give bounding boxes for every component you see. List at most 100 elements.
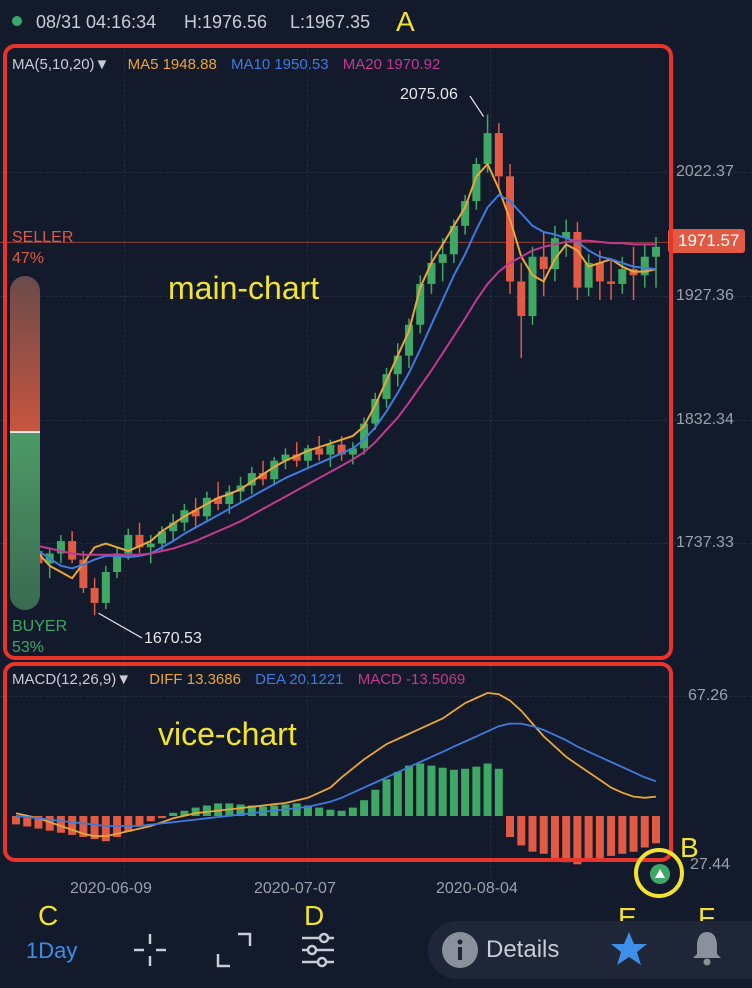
candle-body xyxy=(371,398,380,424)
gridline xyxy=(124,44,125,878)
macd-bar xyxy=(326,809,335,816)
macd-bar xyxy=(539,816,548,854)
bell-icon[interactable] xyxy=(690,928,724,968)
macd-bar xyxy=(494,768,503,816)
candle-body xyxy=(214,497,223,504)
macd-bar xyxy=(382,779,391,816)
main-chart-highlight xyxy=(3,44,673,660)
macd-value: MACD -13.5069 xyxy=(357,671,466,688)
candle-body xyxy=(360,423,369,449)
gridline xyxy=(0,543,752,544)
candle-body xyxy=(404,324,413,356)
candle-body xyxy=(607,281,616,284)
candle-body xyxy=(157,531,166,544)
macd-bar xyxy=(629,816,638,852)
gridline xyxy=(0,172,752,173)
macd-bar xyxy=(461,768,470,816)
marker-d: D xyxy=(304,900,325,931)
macd-bar xyxy=(618,816,627,854)
macd-bar xyxy=(393,771,402,816)
macd-bar xyxy=(371,789,380,816)
candle-body xyxy=(90,588,99,603)
buyer-percent: 53% xyxy=(12,639,45,656)
candle-body xyxy=(595,262,604,282)
candle-body xyxy=(550,238,559,270)
candle-body xyxy=(146,543,155,548)
y-axis-label: 1832.34 xyxy=(676,411,734,428)
macd-bar xyxy=(483,763,492,816)
macd-bar xyxy=(124,816,133,832)
indicator-selector[interactable]: MA(5,10,20)▼ xyxy=(12,56,109,73)
candle-body xyxy=(640,256,649,276)
sliders-icon[interactable] xyxy=(300,930,336,970)
candle-body xyxy=(270,460,279,480)
candle-body xyxy=(652,246,660,257)
expand-button[interactable] xyxy=(650,864,670,884)
ma10-value: MA10 1950.53 xyxy=(230,56,329,73)
candle-body xyxy=(618,269,627,284)
current-price: 1971.57 xyxy=(678,231,740,250)
macd-bar xyxy=(157,816,166,819)
info-icon[interactable] xyxy=(442,932,478,968)
vice-indicator-selector[interactable]: MACD(12,26,9)▼ xyxy=(12,671,131,688)
candle-body xyxy=(68,541,77,560)
y-axis-label: 2022.37 xyxy=(676,163,734,180)
details-button[interactable]: Details xyxy=(486,936,560,963)
crosshair-icon[interactable] xyxy=(132,932,168,968)
macd-bar xyxy=(517,816,526,846)
candle-body xyxy=(382,374,391,399)
gridline xyxy=(0,296,752,297)
current-price-tag: 1971.57 xyxy=(668,229,746,253)
x-axis-label: 2020-08-04 xyxy=(436,880,518,897)
candle-body xyxy=(281,454,290,461)
candle-body xyxy=(191,510,200,517)
candle-body xyxy=(337,444,346,455)
macd-bar xyxy=(56,816,65,833)
expand-button-highlight xyxy=(634,848,684,898)
candle-body xyxy=(517,281,526,317)
candle-body xyxy=(539,256,548,270)
candle-body xyxy=(292,454,301,461)
diff-line xyxy=(15,691,657,838)
chevron-down-icon: ▼ xyxy=(94,56,110,73)
period-selector[interactable]: 1Day xyxy=(26,938,78,963)
candle-body xyxy=(506,176,515,282)
vice-chart-highlight xyxy=(3,662,673,862)
fullscreen-icon[interactable] xyxy=(216,932,252,968)
vice-chart-overlay-label: vice-chart xyxy=(158,716,297,752)
macd-bar xyxy=(135,816,144,827)
buyer-bar xyxy=(10,431,40,610)
marker-a: A xyxy=(396,6,415,37)
macd-bar xyxy=(584,816,593,861)
candle-body xyxy=(393,355,402,375)
star-icon[interactable] xyxy=(610,930,648,968)
macd-bar xyxy=(191,807,200,816)
macd-bar xyxy=(472,766,481,816)
main-chart-overlay-label: main-chart xyxy=(168,270,320,306)
macd-bar xyxy=(90,816,99,840)
macd-bar xyxy=(169,812,178,816)
candle-body xyxy=(348,448,357,455)
macd-bar xyxy=(315,807,324,816)
candle-body xyxy=(584,262,593,288)
vice-indicator-name: MACD(12,26,9) xyxy=(12,671,117,688)
macd-bar xyxy=(79,816,88,837)
marker-b: B xyxy=(680,832,699,863)
gridline xyxy=(0,696,752,697)
macd-bar xyxy=(247,805,256,816)
candle-body xyxy=(315,448,324,455)
candle-body xyxy=(416,283,425,325)
macd-bar xyxy=(640,816,649,848)
candle-body xyxy=(135,534,144,548)
buy-sell-gauge xyxy=(10,276,40,610)
macd-bar xyxy=(573,816,582,865)
candle-body xyxy=(169,522,178,532)
max-pointer xyxy=(469,95,485,117)
min-pointer xyxy=(98,612,143,639)
indicator-name: MA(5,10,20) xyxy=(12,56,95,73)
candle-body xyxy=(438,254,447,263)
status-dot xyxy=(12,16,22,26)
candle-body xyxy=(449,225,458,255)
macd-bar xyxy=(303,805,312,816)
